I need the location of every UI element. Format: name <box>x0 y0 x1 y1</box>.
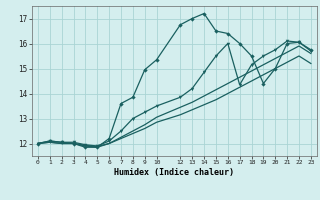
X-axis label: Humidex (Indice chaleur): Humidex (Indice chaleur) <box>115 168 234 177</box>
